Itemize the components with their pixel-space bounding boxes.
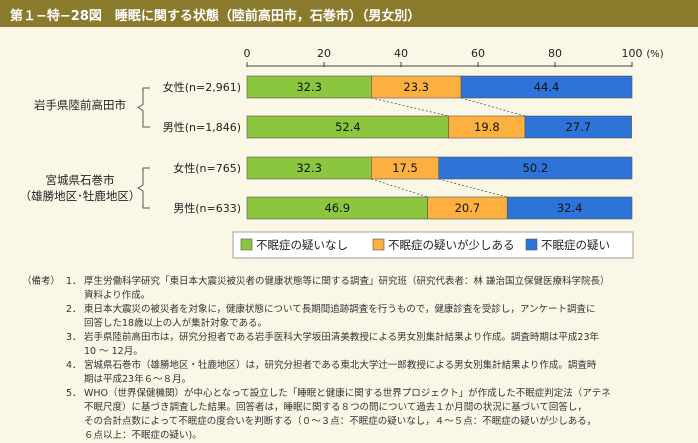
note-line: ６点以上：不眠症の疑い)。 bbox=[84, 430, 202, 441]
note-item: （備考） 1． 厚生労働科学研究「東日本大震災被災者の健康状態等に関する調査」研究班… bbox=[22, 275, 682, 303]
category-label: 男性(n=633) bbox=[173, 201, 241, 215]
data-label: 27.7 bbox=[565, 120, 591, 134]
note-number: 3． bbox=[66, 332, 82, 343]
note-text: 岩手県陸前高田市は，研究分担者である岩手医科大学坂田清美教授による男女別集計結果… bbox=[84, 331, 682, 359]
bar-segment bbox=[524, 115, 632, 139]
data-label: 46.9 bbox=[324, 201, 350, 215]
category-label: 女性(n=765) bbox=[173, 161, 241, 175]
note-item: 2． 東日本大震災の被災者を対象に，健康状態について長期間追跡調査を行うもので，健… bbox=[22, 303, 682, 331]
data-label: 17.5 bbox=[392, 161, 418, 175]
bar-segment bbox=[460, 75, 633, 99]
notes-label: （備考） bbox=[22, 276, 61, 287]
note-item: 4． 宮城県石巻市（雄勝地区・牡鹿地区）は，研究分担者である東北大学辻一郎教授によ… bbox=[22, 359, 682, 387]
note-line: その合計点数によって不眠症の度合いを判断する（０～３点：不眠症の疑いなし，４～５… bbox=[84, 416, 597, 427]
connector-line bbox=[371, 178, 428, 198]
legend-swatch bbox=[372, 238, 385, 251]
notes-label bbox=[22, 331, 66, 359]
note-line: 回答した18歳以上の人が集計対象である。 bbox=[84, 318, 267, 329]
note-line: 10 ～ 12月。 bbox=[84, 346, 143, 357]
note-line: 資料より作成。 bbox=[84, 290, 151, 301]
note-line: 厚生労働科学研究「東日本大震災被災者の健康状態等に関する調査」研究班（研究代表者… bbox=[84, 276, 610, 287]
notes-label bbox=[22, 359, 66, 387]
page-title: 第１−特−28図 睡眠に関する状態（陸前高田市，石巻市）（男女別） bbox=[10, 9, 421, 24]
note-number: 4． bbox=[66, 360, 82, 371]
data-label: 32.4 bbox=[557, 201, 583, 215]
title-bar: 第１−特−28図 睡眠に関する状態（陸前高田市，石巻市）（男女別） bbox=[0, 0, 698, 27]
note-text: WHO（世界保健機関）が中心となって設立した「睡眠と健康に関する世界プロジェクト… bbox=[84, 387, 682, 443]
group-bracket bbox=[137, 167, 150, 209]
data-label: 32.3 bbox=[296, 80, 322, 94]
bar-segment bbox=[506, 196, 633, 220]
data-label: 19.8 bbox=[474, 120, 500, 134]
connector-line bbox=[438, 178, 508, 198]
stacked-bar-chart: 0 20 40 60 80 100 (%) 32.3 23.3 44.4 女性(n=2,961) 52… bbox=[20, 47, 664, 259]
note-item: 5． WHO（世界保健機関）が中心となって設立した「睡眠と健康に関する世界プロジェ… bbox=[22, 387, 682, 443]
category-label: 女性(n=2,961) bbox=[163, 80, 241, 94]
x-tick-label: 0 bbox=[244, 47, 251, 60]
data-label: 32.3 bbox=[296, 161, 322, 175]
note-line: 東日本大震災の被災者を対象に，健康状態について長期間追跡調査を行うもので，健康診… bbox=[84, 304, 596, 315]
data-label: 44.4 bbox=[534, 80, 560, 94]
note-line: 不眠尺度）に基づき調査した結果。回答者は，睡眠に関する８つの問について過去１か月… bbox=[84, 402, 587, 413]
note-text: 東日本大震災の被災者を対象に，健康状態について長期間追跡調査を行うもので，健康診… bbox=[84, 303, 682, 331]
notes-section: （備考） 1． 厚生労働科学研究「東日本大震災被災者の健康状態等に関する調査」研究班… bbox=[22, 275, 682, 443]
connector-line bbox=[371, 97, 449, 117]
note-line: 宮城県石巻市（雄勝地区・牡鹿地区）は，研究分担者である東北大学辻一郎教授による男… bbox=[84, 360, 597, 371]
note-text: 厚生労働科学研究「東日本大震災被災者の健康状態等に関する調査」研究班（研究代表者… bbox=[84, 275, 682, 303]
group-label: 岩手県陸前高田市 bbox=[34, 98, 126, 112]
x-tick-label: 80 bbox=[548, 47, 562, 60]
group-label: 宮城県石巻市 bbox=[46, 173, 115, 187]
group-label: （雄勝地区･牡鹿地区） bbox=[20, 189, 141, 203]
connector-line bbox=[460, 97, 526, 117]
legend-label: 不眠症の疑いなし bbox=[256, 238, 348, 252]
notes-label bbox=[22, 387, 66, 443]
legend-label: 不眠症の疑い bbox=[541, 238, 610, 252]
data-label: 52.4 bbox=[335, 120, 361, 134]
bar-segment bbox=[438, 156, 633, 180]
x-tick-label: 40 bbox=[394, 47, 408, 60]
category-label: 男性(n=1,846) bbox=[163, 120, 241, 134]
note-line: WHO（世界保健機関）が中心となって設立した「睡眠と健康に関する世界プロジェクト… bbox=[84, 388, 611, 399]
note-item: 3． 岩手県陸前高田市は，研究分担者である岩手医科大学坂田清美教授による男女別集計… bbox=[22, 331, 682, 359]
legend-box bbox=[232, 231, 634, 259]
x-tick-label: 60 bbox=[471, 47, 485, 60]
legend-swatch bbox=[525, 238, 538, 251]
data-label: 50.2 bbox=[523, 161, 549, 175]
note-number: 2． bbox=[66, 304, 82, 315]
note-line: 岩手県陸前高田市は，研究分担者である岩手医科大学坂田清美教授による男女別集計結果… bbox=[84, 332, 600, 343]
note-number: 5． bbox=[66, 388, 82, 399]
x-tick-label: 20 bbox=[317, 47, 331, 60]
group-bracket bbox=[137, 87, 150, 128]
legend-swatch bbox=[240, 238, 253, 251]
notes-label bbox=[22, 303, 66, 331]
data-label: 20.7 bbox=[455, 201, 481, 215]
note-line: 期は平成23年６～８月。 bbox=[84, 374, 192, 385]
x-tick-label: 100 bbox=[622, 47, 643, 60]
x-unit-label: (%) bbox=[646, 49, 663, 60]
note-text: 宮城県石巻市（雄勝地区・牡鹿地区）は，研究分担者である東北大学辻一郎教授による男… bbox=[84, 359, 682, 387]
data-label: 23.3 bbox=[403, 80, 429, 94]
legend-label: 不眠症の疑いが少しある bbox=[388, 238, 515, 252]
note-number: 1． bbox=[66, 276, 82, 287]
